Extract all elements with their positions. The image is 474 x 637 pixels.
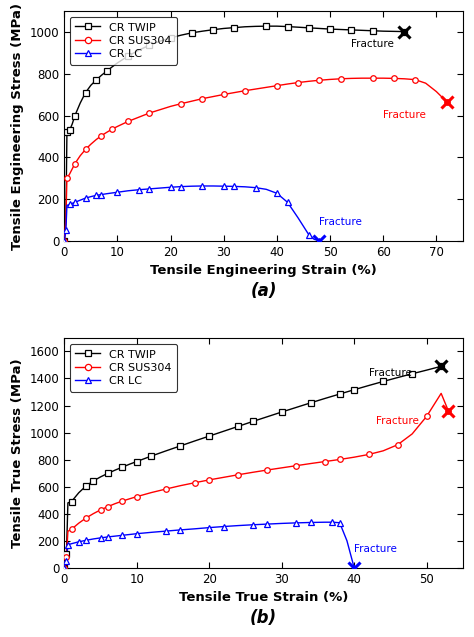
- Y-axis label: Tensile Engineering Stress (MPa): Tensile Engineering Stress (MPa): [11, 3, 24, 250]
- Legend: CR TWIP, CR SUS304, CR LC: CR TWIP, CR SUS304, CR LC: [70, 343, 177, 392]
- X-axis label: Tensile True Strain (%): Tensile True Strain (%): [179, 591, 348, 604]
- Text: (a): (a): [250, 282, 277, 300]
- Text: Fracture: Fracture: [383, 110, 426, 120]
- Legend: CR TWIP, CR SUS304, CR LC: CR TWIP, CR SUS304, CR LC: [70, 17, 177, 65]
- Text: Fracture: Fracture: [376, 417, 419, 426]
- Text: Fracture: Fracture: [319, 217, 362, 227]
- Text: Fracture: Fracture: [354, 544, 397, 554]
- Text: Fracture: Fracture: [351, 39, 394, 48]
- Text: Fracture: Fracture: [369, 368, 411, 378]
- Y-axis label: Tensile True Stress (MPa): Tensile True Stress (MPa): [11, 358, 24, 548]
- X-axis label: Tensile Engineering Strain (%): Tensile Engineering Strain (%): [150, 264, 377, 277]
- Text: (b): (b): [250, 609, 277, 627]
